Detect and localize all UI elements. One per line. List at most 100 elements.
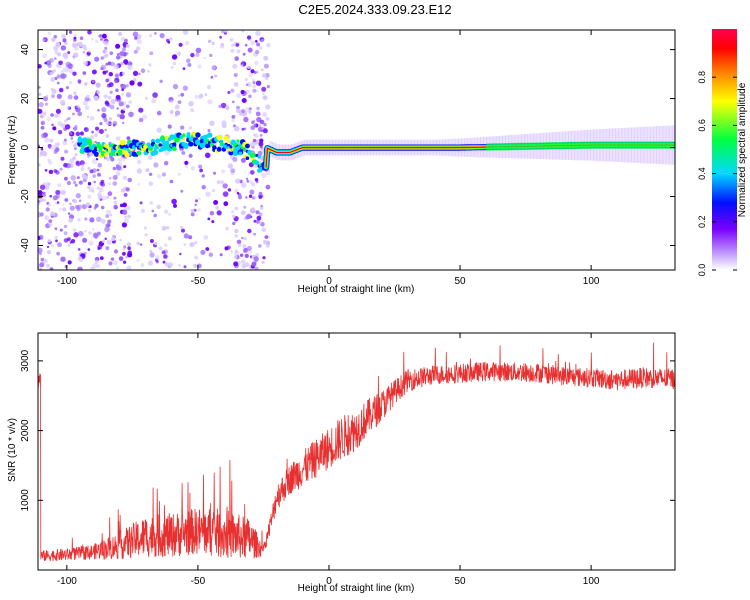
spectrogram-noise-cell <box>233 124 236 128</box>
spectrogram-noise-cell <box>41 133 46 139</box>
spectrogram-noise-cell <box>58 87 64 93</box>
spectrogram-noise-cell <box>78 199 82 202</box>
spectrogram-noise-cell <box>205 191 211 197</box>
spectrogram-ridge-cell <box>210 142 215 147</box>
spectrogram-noise-cell <box>183 265 187 269</box>
spectrogram-noise-cell <box>140 208 145 213</box>
spectrogram-noise-cell <box>88 231 92 235</box>
spectrogram-noise-cell <box>186 58 191 63</box>
spectrogram-noise-cell <box>188 101 194 107</box>
spectrogram-noise-cell <box>145 168 150 173</box>
spectrogram-noise-cell <box>91 228 95 231</box>
spectrogram-noise-cell <box>142 114 148 120</box>
spectrogram-noise-cell <box>162 260 166 264</box>
spectrogram-noise-cell <box>158 246 163 251</box>
spectrogram-noise-cell <box>53 45 59 51</box>
spectrogram-noise-cell <box>126 265 132 270</box>
spectrogram-noise-cell <box>159 33 165 39</box>
spectrogram-ytick-label: -20 <box>20 189 31 204</box>
snr-ticks: -100 -50 0 50 100 1000 2000 3000 <box>20 333 675 587</box>
spectrogram-noise-cell <box>40 125 45 130</box>
spectrogram-noise-cell <box>168 212 172 216</box>
spectrogram-noise-cell <box>60 70 64 74</box>
spectrogram-noise-cell <box>197 208 201 212</box>
spectrogram-noise-cell <box>63 119 67 123</box>
spectrogram-noise-cell <box>113 200 118 205</box>
spectrogram-noise-cell <box>67 244 71 247</box>
spectrogram-noise-cell <box>67 51 71 55</box>
spectrogram-noise-cell <box>166 226 170 230</box>
spectrogram-noise-cell <box>190 212 195 217</box>
spectrogram-noise-cell <box>88 49 92 53</box>
spectrogram-noise-cell <box>76 176 80 180</box>
spectrogram-noise-cell <box>227 91 231 94</box>
spectrogram-noise-cell <box>79 36 84 40</box>
spectrogram-noise-cell <box>88 240 94 246</box>
spectrogram-noise-cell <box>66 68 70 72</box>
spectrogram-noise-cell <box>83 60 89 66</box>
spectrogram-noise-cell <box>73 232 79 238</box>
spectrogram-noise-cell <box>84 217 88 221</box>
spectrogram-noise-cell <box>258 124 262 127</box>
spectrogram-noise-cell <box>77 41 83 48</box>
spectrogram-noise-cell <box>101 113 107 119</box>
spectrogram-tail-cell <box>525 142 531 150</box>
spectrogram-noise-cell <box>96 216 102 222</box>
spectrogram-noise-cell <box>68 68 74 74</box>
spectrogram-ridge-cell <box>171 146 177 152</box>
spectrogram-noise-cell <box>241 236 244 240</box>
spectrogram-noise-cell <box>39 184 46 190</box>
spectrogram-noise-cell <box>262 128 268 134</box>
snr-xlabel: Height of straight line (km) <box>298 583 415 594</box>
spectrogram-noise-cell <box>75 204 80 210</box>
spectrogram-tail-cell <box>627 141 633 149</box>
spectrogram-noise-cell <box>245 196 248 199</box>
spectrogram-noise-cell <box>47 203 51 207</box>
spectrogram-noise-cell <box>122 251 126 256</box>
spectrogram-noise-cell <box>148 172 153 176</box>
spectrogram-noise-cell <box>241 109 246 114</box>
spectrogram-noise-cell <box>214 142 217 146</box>
spectrogram-noise-cell <box>87 182 92 186</box>
spectrogram-noise-cell <box>40 147 44 151</box>
spectrogram-noise-cell <box>62 203 65 206</box>
spectrogram-noise-cell <box>118 256 124 261</box>
spectrogram-noise-cell <box>177 94 181 97</box>
spectrogram-tail-cell <box>502 143 507 151</box>
spectrogram-noise-cell <box>113 249 119 254</box>
spectrogram-noise-cell <box>103 117 108 122</box>
spectrogram-noise-cell <box>99 256 104 260</box>
spectrogram-noise-cell <box>149 51 154 56</box>
spectrogram-noise-cell <box>194 203 197 206</box>
spectrogram-noise-cell <box>97 163 102 168</box>
spectrogram-noise-cell <box>55 239 58 243</box>
spectrogram-noise-cell <box>248 94 252 99</box>
spectrogram-noise-cell <box>140 263 145 267</box>
spectrogram-tail-cell <box>596 141 602 149</box>
spectrogram-noise-cell <box>177 51 182 57</box>
spectrogram-noise-cell <box>240 210 246 216</box>
spectrogram-noise-cell <box>253 196 257 199</box>
spectrogram-noise-cell <box>265 104 271 110</box>
spectrogram-tail-cell <box>517 142 523 151</box>
spectrogram-noise-cell <box>239 253 244 257</box>
spectrogram-ridge-cell <box>207 132 213 138</box>
spectrogram-noise-cell <box>55 41 61 47</box>
spectrogram-noise-cell <box>95 40 99 43</box>
spectrogram-noise-cell <box>211 41 215 46</box>
spectrogram-noise-cell <box>226 245 231 250</box>
spectrogram-noise-cell <box>108 121 112 125</box>
spectrogram-noise-cell <box>136 38 142 45</box>
spectrogram-noise-cell <box>46 245 50 249</box>
spectrogram-noise-cell <box>44 182 50 188</box>
spectrogram-tail-cell <box>643 141 649 149</box>
spectrogram-noise-cell <box>50 94 56 99</box>
colorbar-ticks: 0.0 0.2 0.4 0.6 0.8 <box>697 71 737 276</box>
spectrogram-noise-cell <box>236 93 242 99</box>
spectrogram-ridge-cell <box>160 135 165 140</box>
spectrogram-noise-cell <box>153 162 159 168</box>
spectrogram-noise-cell <box>136 168 143 174</box>
spectrogram-noise-cell <box>172 83 179 90</box>
spectrogram-noise-cell <box>119 203 124 208</box>
spectrogram-noise-cell <box>48 223 53 227</box>
